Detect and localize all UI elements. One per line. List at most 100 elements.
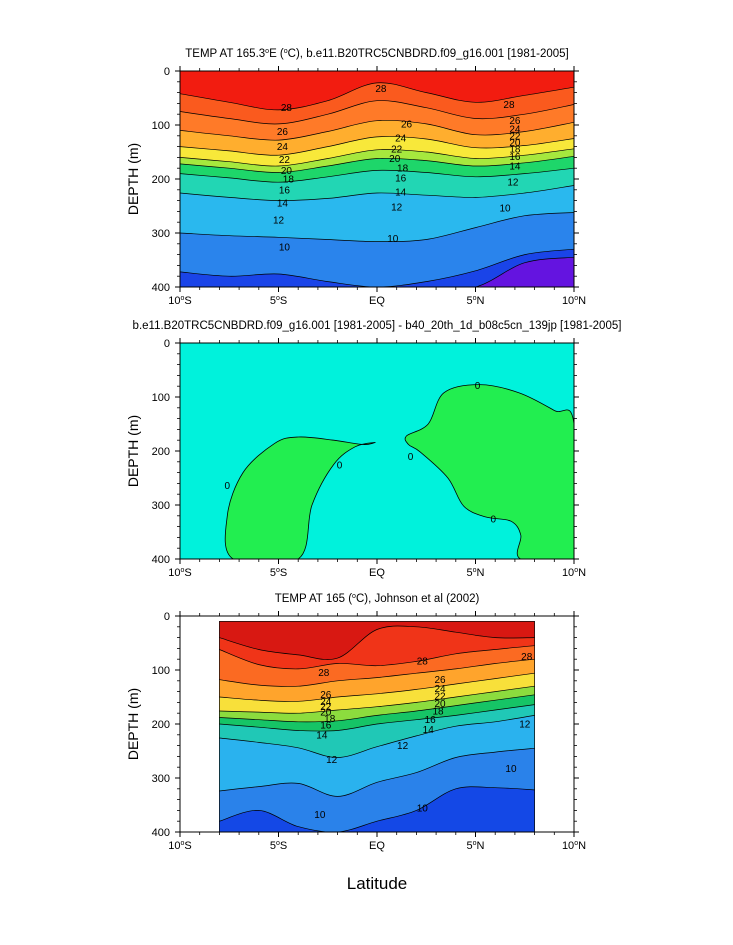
difference-region bbox=[404, 384, 574, 559]
contour-line bbox=[180, 155, 574, 173]
contour-label: 22 bbox=[509, 131, 521, 142]
x-tick-label: 5oN bbox=[467, 295, 485, 307]
x-tick-label: 5oS bbox=[270, 840, 287, 852]
x-tick-label: EQ bbox=[369, 840, 385, 852]
contour-label: 16 bbox=[509, 152, 521, 163]
y-tick-label: 400 bbox=[152, 282, 170, 294]
y-axis-label: DEPTH (m) bbox=[125, 143, 141, 215]
contour-label: 10 bbox=[505, 764, 517, 775]
contour-line bbox=[219, 685, 535, 714]
y-tick-label: 400 bbox=[152, 827, 170, 839]
contour-line bbox=[180, 119, 574, 141]
contour-label: 12 bbox=[326, 755, 338, 766]
x-tick-label: 10oN bbox=[562, 295, 586, 307]
contour-label: 14 bbox=[395, 187, 407, 198]
contour-line bbox=[180, 82, 574, 111]
contour-line bbox=[180, 100, 574, 125]
y-tick-label: 100 bbox=[152, 665, 170, 677]
contour-label: 28 bbox=[503, 100, 515, 111]
temperature-band bbox=[180, 249, 574, 287]
contour-label: 28 bbox=[521, 652, 533, 663]
contour-label: 20 bbox=[434, 699, 446, 710]
contour-label: 26 bbox=[277, 127, 289, 138]
y-tick-label: 300 bbox=[152, 500, 170, 512]
y-tick-label: 400 bbox=[152, 554, 170, 566]
contour-label: 20 bbox=[320, 708, 332, 719]
contour-line bbox=[219, 715, 535, 758]
contour-label: 18 bbox=[433, 707, 445, 718]
y-tick-label: 200 bbox=[152, 446, 170, 458]
contour-label: 10 bbox=[417, 804, 429, 815]
contour-label: 22 bbox=[279, 155, 291, 166]
contour-label: 14 bbox=[509, 162, 521, 173]
contour-label: 24 bbox=[434, 684, 446, 695]
contour-line bbox=[180, 185, 574, 201]
contour-label: 26 bbox=[401, 119, 413, 130]
contour-line bbox=[180, 167, 574, 183]
contour-label: 18 bbox=[283, 175, 295, 186]
y-tick-label: 200 bbox=[152, 719, 170, 731]
panel-title: TEMP AT 165.3oE (oC), b.e11.B20TRC5CNBDR… bbox=[185, 48, 568, 60]
contour-line bbox=[180, 248, 574, 287]
contour-label: 10 bbox=[499, 204, 511, 215]
contour-line bbox=[219, 658, 535, 687]
contour-label: 0 bbox=[475, 381, 481, 392]
contour-label: 10 bbox=[387, 234, 399, 245]
contour-label: 24 bbox=[320, 697, 332, 708]
contour-label: 14 bbox=[423, 725, 435, 736]
y-axis-label: DEPTH (m) bbox=[125, 415, 141, 487]
data-boundary bbox=[219, 621, 535, 832]
temperature-band bbox=[180, 257, 574, 287]
x-tick-label: EQ bbox=[369, 567, 385, 579]
x-tick-label: 5oS bbox=[270, 567, 287, 579]
contour-label: 24 bbox=[277, 142, 289, 153]
x-axis-label: Latitude bbox=[347, 874, 408, 893]
x-tick-label: 10oS bbox=[168, 295, 192, 307]
contour-line bbox=[180, 212, 574, 242]
contour-line bbox=[219, 786, 535, 832]
contour-label: 16 bbox=[320, 721, 332, 732]
y-tick-label: 0 bbox=[164, 338, 170, 350]
contour-line bbox=[219, 645, 535, 670]
panel-title: b.e11.B20TRC5CNBDRD.f09_g16.001 [1981-20… bbox=[133, 320, 622, 332]
contour-label: 10 bbox=[314, 810, 326, 821]
contour-label: 10 bbox=[279, 243, 291, 254]
contour-label: 20 bbox=[389, 154, 401, 165]
contour-line bbox=[219, 747, 535, 797]
contour-label: 22 bbox=[320, 702, 332, 713]
contour-label: 0 bbox=[337, 461, 343, 472]
y-tick-label: 300 bbox=[152, 228, 170, 240]
x-tick-label: 10oN bbox=[562, 567, 586, 579]
contour-label: 14 bbox=[316, 730, 328, 741]
contour-label: 16 bbox=[395, 173, 407, 184]
contour-line bbox=[180, 136, 574, 156]
contour-label: 12 bbox=[519, 720, 531, 731]
contour-label: 18 bbox=[397, 164, 409, 175]
contour-label: 20 bbox=[281, 166, 293, 177]
contour-label: 12 bbox=[397, 741, 409, 752]
contour-label: 26 bbox=[434, 675, 446, 686]
contour-label: 22 bbox=[391, 144, 403, 155]
contour-label: 28 bbox=[417, 656, 429, 667]
contour-label: 18 bbox=[509, 144, 521, 155]
y-tick-label: 300 bbox=[152, 773, 170, 785]
contour-label: 0 bbox=[490, 515, 496, 526]
contour-label: 26 bbox=[320, 690, 332, 701]
x-tick-label: EQ bbox=[369, 295, 385, 307]
contour-label: 16 bbox=[425, 715, 437, 726]
contour-line bbox=[180, 256, 574, 287]
x-tick-label: 5oN bbox=[467, 840, 485, 852]
contour-label: 0 bbox=[224, 481, 230, 492]
y-tick-label: 200 bbox=[152, 174, 170, 186]
difference-region bbox=[224, 436, 376, 559]
x-tick-label: 10oS bbox=[168, 567, 192, 579]
contour-label: 28 bbox=[318, 668, 330, 679]
y-tick-label: 0 bbox=[164, 66, 170, 78]
plot-area bbox=[180, 616, 574, 832]
y-tick-label: 100 bbox=[152, 392, 170, 404]
contour-label: 28 bbox=[281, 103, 293, 114]
contour-label: 12 bbox=[273, 216, 285, 227]
